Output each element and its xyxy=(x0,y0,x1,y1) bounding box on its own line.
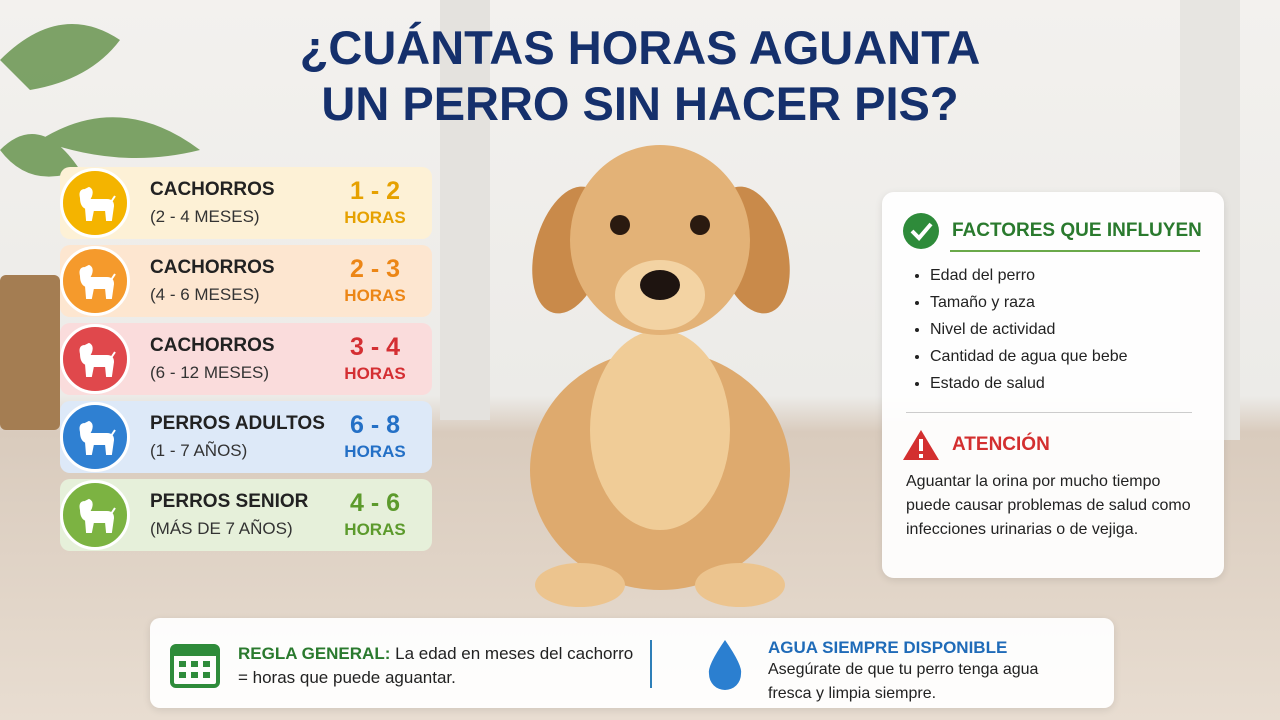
hours: 6 - 8 xyxy=(349,411,401,439)
rule-label: REGLA GENERAL: xyxy=(238,644,391,663)
age-group-card: CACHORROS (6 - 12 MESES) 3 - 4 HORAS xyxy=(60,323,432,395)
rule-body: La edad en meses del cachorro = horas qu… xyxy=(238,644,634,687)
hours-unit: HORAS xyxy=(344,520,406,539)
title-line: UN PERRO SIN HACER PIS? xyxy=(321,77,959,130)
age-group-card: PERROS SENIOR (MÁS DE 7 AÑOS) 4 - 6 HORAS xyxy=(60,479,432,551)
puppy xyxy=(530,145,790,607)
water-icon xyxy=(708,640,742,690)
age-group-card: PERROS ADULTOS (1 - 7 AÑOS) 6 - 8 HORAS xyxy=(60,401,432,473)
title: ¿CUÁNTAS HORAS AGUANTA UN PERRO SIN HACE… xyxy=(0,20,1280,132)
age-sublabel: (6 - 12 MESES) xyxy=(150,363,270,382)
factor-item: Nivel de actividad xyxy=(930,316,1128,343)
factors-title: FACTORES QUE INFLUYEN xyxy=(952,220,1202,241)
dog-icon xyxy=(79,342,116,377)
age-label: CACHORROS xyxy=(150,179,275,200)
warning-icon xyxy=(903,430,939,460)
age-icon xyxy=(60,324,130,394)
age-label: CACHORROS xyxy=(150,257,275,278)
divider xyxy=(950,250,1200,252)
age-label: PERROS SENIOR xyxy=(150,491,309,512)
age-sublabel: (MÁS DE 7 AÑOS) xyxy=(150,519,293,538)
factor-item: Edad del perro xyxy=(930,262,1128,289)
factor-item: Tamaño y raza xyxy=(930,289,1128,316)
dog-icon xyxy=(79,420,116,455)
age-icon xyxy=(60,246,130,316)
water-text: Asegúrate de que tu perro tenga agua fre… xyxy=(768,661,1039,702)
hours-unit: HORAS xyxy=(344,208,406,227)
hours: 4 - 6 xyxy=(349,489,401,517)
age-group-card: CACHORROS (2 - 4 MESES) 1 - 2 HORAS xyxy=(60,167,432,239)
hours-unit: HORAS xyxy=(344,442,406,461)
attention-text: Aguantar la orina por mucho tiempo puede… xyxy=(906,473,1191,538)
info-panel: FACTORES QUE INFLUYEN Edad del perroTama… xyxy=(882,192,1224,578)
factors-list: Edad del perroTamaño y razaNivel de acti… xyxy=(914,262,1128,397)
age-label: PERROS ADULTOS xyxy=(150,413,325,434)
hours: 1 - 2 xyxy=(349,177,401,205)
dog-icon xyxy=(79,498,116,533)
calendar-icon xyxy=(170,644,220,688)
dog-icon xyxy=(79,186,116,221)
hours: 3 - 4 xyxy=(349,333,401,361)
rule-text: REGLA GENERAL: La edad en meses del cach… xyxy=(238,642,638,690)
dog-icon xyxy=(79,264,116,299)
divider xyxy=(650,640,652,688)
check-icon xyxy=(903,213,939,249)
factor-item: Estado de salud xyxy=(930,370,1128,397)
divider xyxy=(906,412,1192,413)
water-title: AGUA SIEMPRE DISPONIBLE xyxy=(768,638,1008,657)
hours: 2 - 3 xyxy=(349,255,401,283)
factor-item: Cantidad de agua que bebe xyxy=(930,343,1128,370)
age-sublabel: (1 - 7 AÑOS) xyxy=(150,441,248,460)
age-icon xyxy=(60,402,130,472)
bottom-bar: REGLA GENERAL: La edad en meses del cach… xyxy=(150,618,1114,708)
attention-title: ATENCIÓN xyxy=(952,434,1050,455)
age-icon xyxy=(60,480,130,550)
age-label: CACHORROS xyxy=(150,335,275,356)
hours-unit: HORAS xyxy=(344,286,406,305)
age-sublabel: (2 - 4 MESES) xyxy=(150,207,260,226)
age-group-card: CACHORROS (4 - 6 MESES) 2 - 3 HORAS xyxy=(60,245,432,317)
age-sublabel: (4 - 6 MESES) xyxy=(150,285,260,304)
hours-unit: HORAS xyxy=(344,364,406,383)
age-icon xyxy=(60,168,130,238)
title-line: ¿CUÁNTAS HORAS AGUANTA xyxy=(299,21,981,74)
